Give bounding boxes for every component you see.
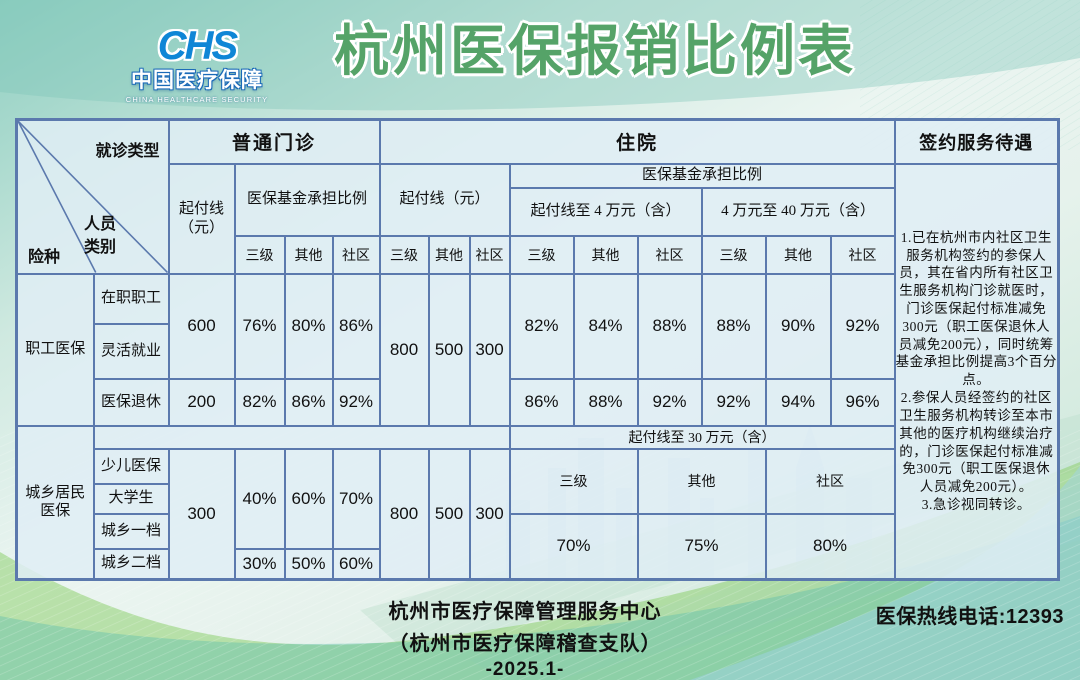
employee-ip-ratio-active-b1-tertiary: 82%	[508, 272, 575, 380]
header-outpatient: 普通门诊	[167, 118, 381, 165]
employee-ip-deductible-tertiary: 800	[378, 272, 430, 427]
header-inpatient: 住院	[378, 118, 896, 165]
employee-ip-ratio-retired-b1-community: 92%	[636, 377, 703, 427]
resident-op-ratio-tier2-community: 60%	[331, 547, 381, 581]
row-label-children: 少儿医保	[92, 447, 170, 485]
employee-op-ratio-retired-other: 86%	[283, 377, 334, 427]
resident-ip-ratio-community: 80%	[764, 512, 896, 581]
resident-ip-deductible-other: 500	[427, 447, 471, 581]
page-title: 杭州医保报销比例表	[333, 20, 856, 82]
tier-header-band1-community: 社区	[636, 234, 703, 275]
tier-header-band2-community: 社区	[829, 234, 896, 275]
tier-header-outpatient-other: 其他	[283, 234, 334, 275]
inpatient-fund-ratio-header: 医保基金承担比例	[508, 162, 896, 189]
employee-ip-ratio-retired-b2-other: 94%	[764, 377, 832, 427]
tier-header-outpatient-community: 社区	[331, 234, 381, 275]
row-label-urban-rural-tier2: 城乡二档	[92, 547, 170, 581]
resident-ip-ratio-other: 75%	[636, 512, 767, 581]
row-label-retired: 医保退休	[92, 377, 170, 427]
corner-person-category-label: 人员 类别	[84, 216, 117, 257]
tier-header-band1-other: 其他	[572, 234, 639, 275]
outpatient-deductible-header: 起付线（元）	[167, 162, 236, 275]
employee-ip-ratio-retired-b1-tertiary: 86%	[508, 377, 575, 427]
resident-spacer-cell	[92, 424, 511, 450]
resident-op-ratio-tier2-other: 50%	[283, 547, 334, 581]
outpatient-fund-ratio-header: 医保基金承担比例	[233, 162, 381, 237]
footer-org-line1: 杭州市医疗保障管理服务中心	[388, 601, 662, 623]
chs-logo: CHS 中国医疗保障 CHINA HEALTHCARE SECURITY	[122, 26, 272, 104]
inpatient-band2-header: 4 万元至 40 万元（含）	[700, 186, 896, 237]
resident-ip-tier-header-other: 其他	[636, 447, 767, 515]
employee-op-deductible-retired: 200	[167, 377, 236, 427]
resident-ip-tier-header-community: 社区	[764, 447, 896, 515]
tier-header-band2-tertiary: 三级	[700, 234, 767, 275]
group-employee-label: 职工医保	[15, 272, 95, 427]
resident-op-ratio-main-other: 60%	[283, 447, 334, 550]
corner-diagonals	[18, 121, 167, 272]
resident-ip-band-header: 起付线至 30 万元（含）	[508, 424, 896, 450]
employee-ip-ratio-retired-b2-tertiary: 92%	[700, 377, 767, 427]
employee-ip-ratio-retired-b2-community: 96%	[829, 377, 896, 427]
resident-ip-deductible-tertiary: 800	[378, 447, 430, 581]
corner-cell: 就诊类型 人员 类别 险种	[15, 118, 170, 275]
tier-header-outpatient-tertiary: 三级	[233, 234, 286, 275]
employee-op-ratio-active-community: 86%	[331, 272, 381, 380]
employee-op-deductible-active: 600	[167, 272, 236, 380]
employee-op-ratio-retired-community: 92%	[331, 377, 381, 427]
employee-ip-ratio-active-b2-community: 92%	[829, 272, 896, 380]
resident-op-ratio-tier2-tertiary: 30%	[233, 547, 286, 581]
logo-cn-label: 中国医疗保障	[131, 69, 263, 92]
employee-ip-deductible-other: 500	[427, 272, 471, 427]
row-label-student: 大学生	[92, 482, 170, 515]
row-label-flexible-employment: 灵活就业	[92, 322, 170, 380]
footer-date: -2025.1-	[485, 659, 565, 680]
benefits-table: 就诊类型 人员 类别 险种 普通门诊 住院 签约服务待遇 起付线（元） 医保基金…	[15, 118, 1061, 581]
tier-header-band1-tertiary: 三级	[508, 234, 575, 275]
employee-ip-deductible-community: 300	[468, 272, 511, 427]
resident-ip-tier-header-tertiary: 三级	[508, 447, 639, 515]
employee-ip-ratio-retired-b1-other: 88%	[572, 377, 639, 427]
resident-op-ratio-main-tertiary: 40%	[233, 447, 286, 550]
tier-header-ip-deductible-community: 社区	[468, 234, 511, 275]
employee-ip-ratio-active-b1-other: 84%	[572, 272, 639, 380]
employee-op-ratio-active-tertiary: 76%	[233, 272, 286, 380]
header-signed-service: 签约服务待遇	[893, 118, 1060, 165]
footer-org-line2: （杭州市医疗保障稽查支队）	[388, 633, 662, 655]
resident-ip-deductible-community: 300	[468, 447, 511, 581]
logo-acronym: CHS	[157, 24, 238, 68]
resident-op-deductible: 300	[167, 447, 236, 581]
group-resident-label: 城乡居民医保	[15, 424, 95, 581]
row-label-active-employee: 在职职工	[92, 272, 170, 325]
resident-ip-ratio-tertiary: 70%	[508, 512, 639, 581]
inpatient-deductible-header: 起付线（元）	[378, 162, 511, 237]
employee-ip-ratio-active-b2-tertiary: 88%	[700, 272, 767, 380]
row-label-urban-rural-tier1: 城乡一档	[92, 512, 170, 550]
tier-header-band2-other: 其他	[764, 234, 832, 275]
employee-op-ratio-active-other: 80%	[283, 272, 334, 380]
signed-service-notes: 1.已在杭州市内社区卫生服务机构签约的参保人员，其在省内所有社区卫生服务机构门诊…	[893, 162, 1060, 581]
inpatient-band1-header: 起付线至 4 万元（含）	[508, 186, 703, 237]
corner-visit-type-label: 就诊类型	[95, 143, 160, 160]
footer-hotline: 医保热线电话:12393	[875, 606, 1064, 628]
footer-org-block: 杭州市医疗保障管理服务中心 （杭州市医疗保障稽查支队） -2025.1-	[305, 595, 745, 680]
employee-ip-ratio-active-b1-community: 88%	[636, 272, 703, 380]
resident-op-ratio-main-community: 70%	[331, 447, 381, 550]
employee-op-ratio-retired-tertiary: 82%	[233, 377, 286, 427]
corner-insurance-type-label: 险种	[28, 248, 61, 266]
tier-header-ip-deductible-other: 其他	[427, 234, 471, 275]
tier-header-ip-deductible-tertiary: 三级	[378, 234, 430, 275]
employee-ip-ratio-active-b2-other: 90%	[764, 272, 832, 380]
logo-en-label: CHINA HEALTHCARE SECURITY	[125, 95, 269, 105]
